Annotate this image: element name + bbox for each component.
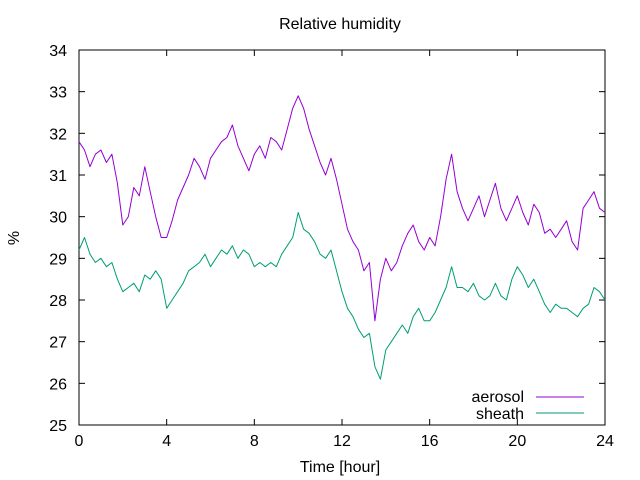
x-axis-title: Time [hour] — [300, 459, 380, 476]
y-tick-label: 32 — [49, 126, 67, 143]
y-tick-label: 29 — [49, 251, 67, 268]
series-lines — [78, 95, 606, 380]
series-line-aerosol — [78, 95, 606, 322]
legend-label-aerosol: aerosol — [472, 389, 524, 406]
y-tick-label: 33 — [49, 85, 67, 102]
x-tick-label: 0 — [75, 433, 84, 450]
x-tick-label: 24 — [596, 433, 614, 450]
series-line-sheath — [78, 212, 606, 380]
y-axis-title: % — [6, 231, 23, 245]
y-tick-label: 28 — [49, 293, 67, 310]
x-axis: 0 4 8 12 16 20 24 — [75, 50, 614, 450]
x-tick-label: 4 — [162, 433, 171, 450]
y-tick-label: 25 — [49, 418, 67, 435]
x-tick-label: 8 — [250, 433, 259, 450]
x-tick-label: 12 — [333, 433, 351, 450]
y-axis: 25 26 27 28 29 30 31 32 33 34 — [49, 43, 605, 435]
y-tick-label: 26 — [49, 376, 67, 393]
legend-label-sheath: sheath — [476, 406, 524, 423]
y-tick-label: 27 — [49, 335, 67, 352]
y-tick-label: 30 — [49, 210, 67, 227]
y-tick-label: 31 — [49, 168, 67, 185]
legend: aerosol sheath — [472, 389, 584, 423]
chart-title: Relative humidity — [279, 16, 401, 33]
x-tick-label: 16 — [421, 433, 439, 450]
y-tick-label: 34 — [49, 43, 67, 60]
x-tick-label: 20 — [508, 433, 526, 450]
